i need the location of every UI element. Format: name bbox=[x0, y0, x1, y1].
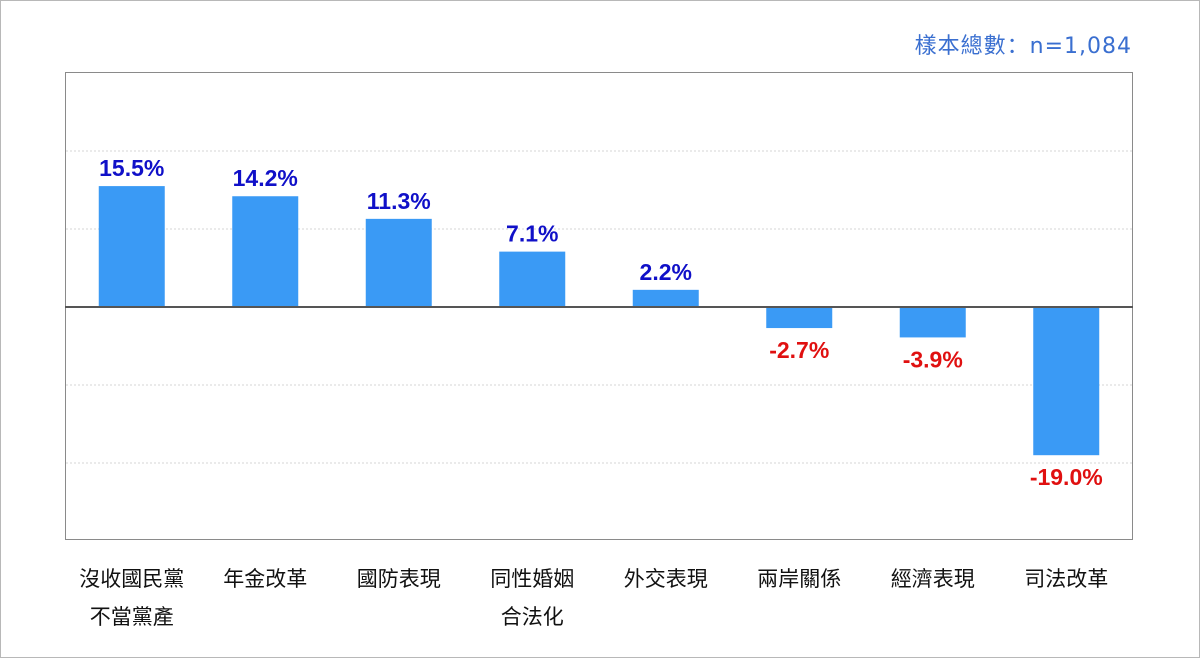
data-label-2: 11.3% bbox=[367, 188, 431, 214]
bar-5 bbox=[766, 307, 833, 329]
data-label-1: 14.2% bbox=[233, 165, 298, 191]
data-label-6: -3.9% bbox=[903, 346, 963, 372]
data-label-5: -2.7% bbox=[769, 337, 829, 363]
bar-2 bbox=[365, 218, 432, 307]
category-label-4: 外交表現 bbox=[623, 567, 708, 591]
category-label-2: 國防表現 bbox=[356, 567, 441, 591]
data-label-0: 15.5% bbox=[99, 155, 164, 181]
sample-size-note: 樣本總數：n=1,084 bbox=[914, 34, 1132, 59]
category-label-5: 兩岸關係 bbox=[757, 567, 842, 591]
data-label-7: -19.0% bbox=[1030, 464, 1103, 490]
bar-0 bbox=[98, 186, 165, 307]
bar-6 bbox=[899, 307, 966, 338]
category-label-6: 經濟表現 bbox=[890, 567, 975, 591]
bar-1 bbox=[232, 196, 299, 307]
data-label-4: 2.2% bbox=[640, 259, 692, 285]
category-label-7: 司法改革 bbox=[1024, 567, 1109, 591]
data-label-3: 7.1% bbox=[506, 221, 558, 247]
category-label-1: 年金改革 bbox=[223, 567, 308, 591]
bar-7 bbox=[1033, 307, 1100, 456]
bar-4 bbox=[632, 289, 699, 307]
category-label-0: 沒收國民黨 不當黨產 bbox=[79, 567, 185, 629]
bar-3 bbox=[499, 251, 566, 307]
category-label-3: 同性婚姻 合法化 bbox=[490, 567, 575, 629]
